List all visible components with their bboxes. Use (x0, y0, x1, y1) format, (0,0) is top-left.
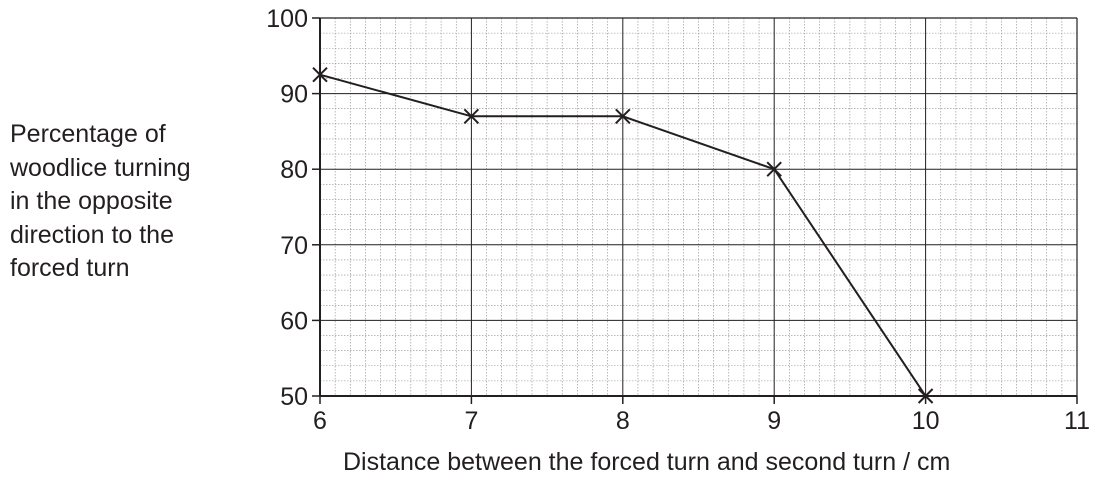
data-point-marker (615, 108, 631, 124)
marker-stroke (766, 161, 782, 177)
major-gridlines (320, 18, 1077, 396)
data-point-marker (312, 66, 328, 83)
y-axis-label-line: direction to the (10, 220, 174, 249)
x-tick-label: 9 (767, 407, 781, 435)
marker-stroke (917, 388, 934, 404)
x-tick-label: 10 (912, 407, 940, 435)
tick-labels: 6 7 8 9 10 11 50 60 70 80 90 100 (266, 5, 1090, 435)
y-tick-label: 100 (266, 5, 308, 33)
x-tick-label: 8 (616, 407, 630, 435)
x-tick-label: 7 (464, 407, 478, 435)
y-axis-label: Percentage of woodlice turning in the op… (10, 118, 240, 286)
data-point-marker (463, 108, 480, 124)
x-axis-label: Distance between the forced turn and sec… (343, 448, 951, 476)
x-tick-label: 11 (1064, 407, 1090, 435)
data-series (312, 66, 934, 404)
y-tick-label: 80 (280, 156, 308, 184)
axes (312, 17, 1078, 404)
marker-stroke (615, 108, 631, 124)
y-axis-label-line: Percentage of (10, 120, 166, 148)
marker-stroke (463, 108, 480, 124)
x-tick-label: 6 (313, 407, 327, 435)
minor-gridlines (320, 18, 1077, 396)
y-axis-label-line: woodlice turning (10, 153, 191, 182)
y-axis-label-line: in the opposite (10, 187, 173, 215)
data-point-marker (766, 161, 782, 177)
data-point-marker (917, 388, 934, 404)
y-tick-label: 60 (280, 307, 308, 335)
y-tick-label: 70 (280, 232, 308, 260)
y-tick-label: 50 (280, 383, 308, 411)
y-tick-label: 90 (280, 81, 308, 109)
y-axis-label-line: forced turn (10, 254, 130, 282)
marker-stroke (312, 66, 328, 83)
